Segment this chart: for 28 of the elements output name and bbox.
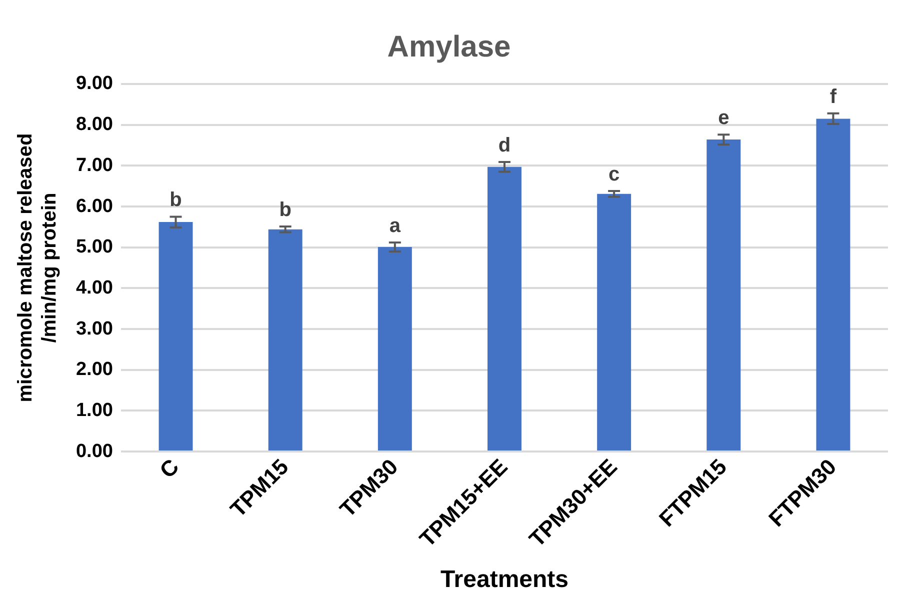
y-tick-label: 0.00 <box>76 440 113 462</box>
bar <box>268 229 302 451</box>
chart-title: Amylase <box>387 30 511 64</box>
y-tick-label: 8.00 <box>76 114 113 136</box>
bar <box>816 118 850 451</box>
annotation: b <box>170 189 182 212</box>
annotation: d <box>498 134 511 157</box>
y-tick-label: 1.00 <box>76 400 113 421</box>
y-tick-label: 3.00 <box>76 318 113 340</box>
y-tick-label: 5.00 <box>76 236 113 258</box>
bar <box>378 246 412 451</box>
y-tick-label: 6.00 <box>76 196 113 217</box>
bar <box>597 194 632 451</box>
annotation: c <box>608 164 620 186</box>
annotation: b <box>279 199 292 222</box>
y-tick-label: 7.00 <box>76 154 113 176</box>
annotation: f <box>830 86 837 108</box>
y-tick-label: 2.00 <box>76 359 113 380</box>
annotation: e <box>718 107 730 130</box>
bar <box>706 140 741 451</box>
bar <box>158 222 193 451</box>
y-axis-title: micromole maltose released /min/mg protein <box>14 133 61 402</box>
bar <box>488 166 522 451</box>
y-tick-label: 9.00 <box>76 73 113 94</box>
annotation: a <box>389 214 402 237</box>
x-tick-label: C <box>154 454 184 483</box>
x-axis-title: Treatments <box>440 566 569 594</box>
y-tick-label: 4.00 <box>76 277 113 298</box>
